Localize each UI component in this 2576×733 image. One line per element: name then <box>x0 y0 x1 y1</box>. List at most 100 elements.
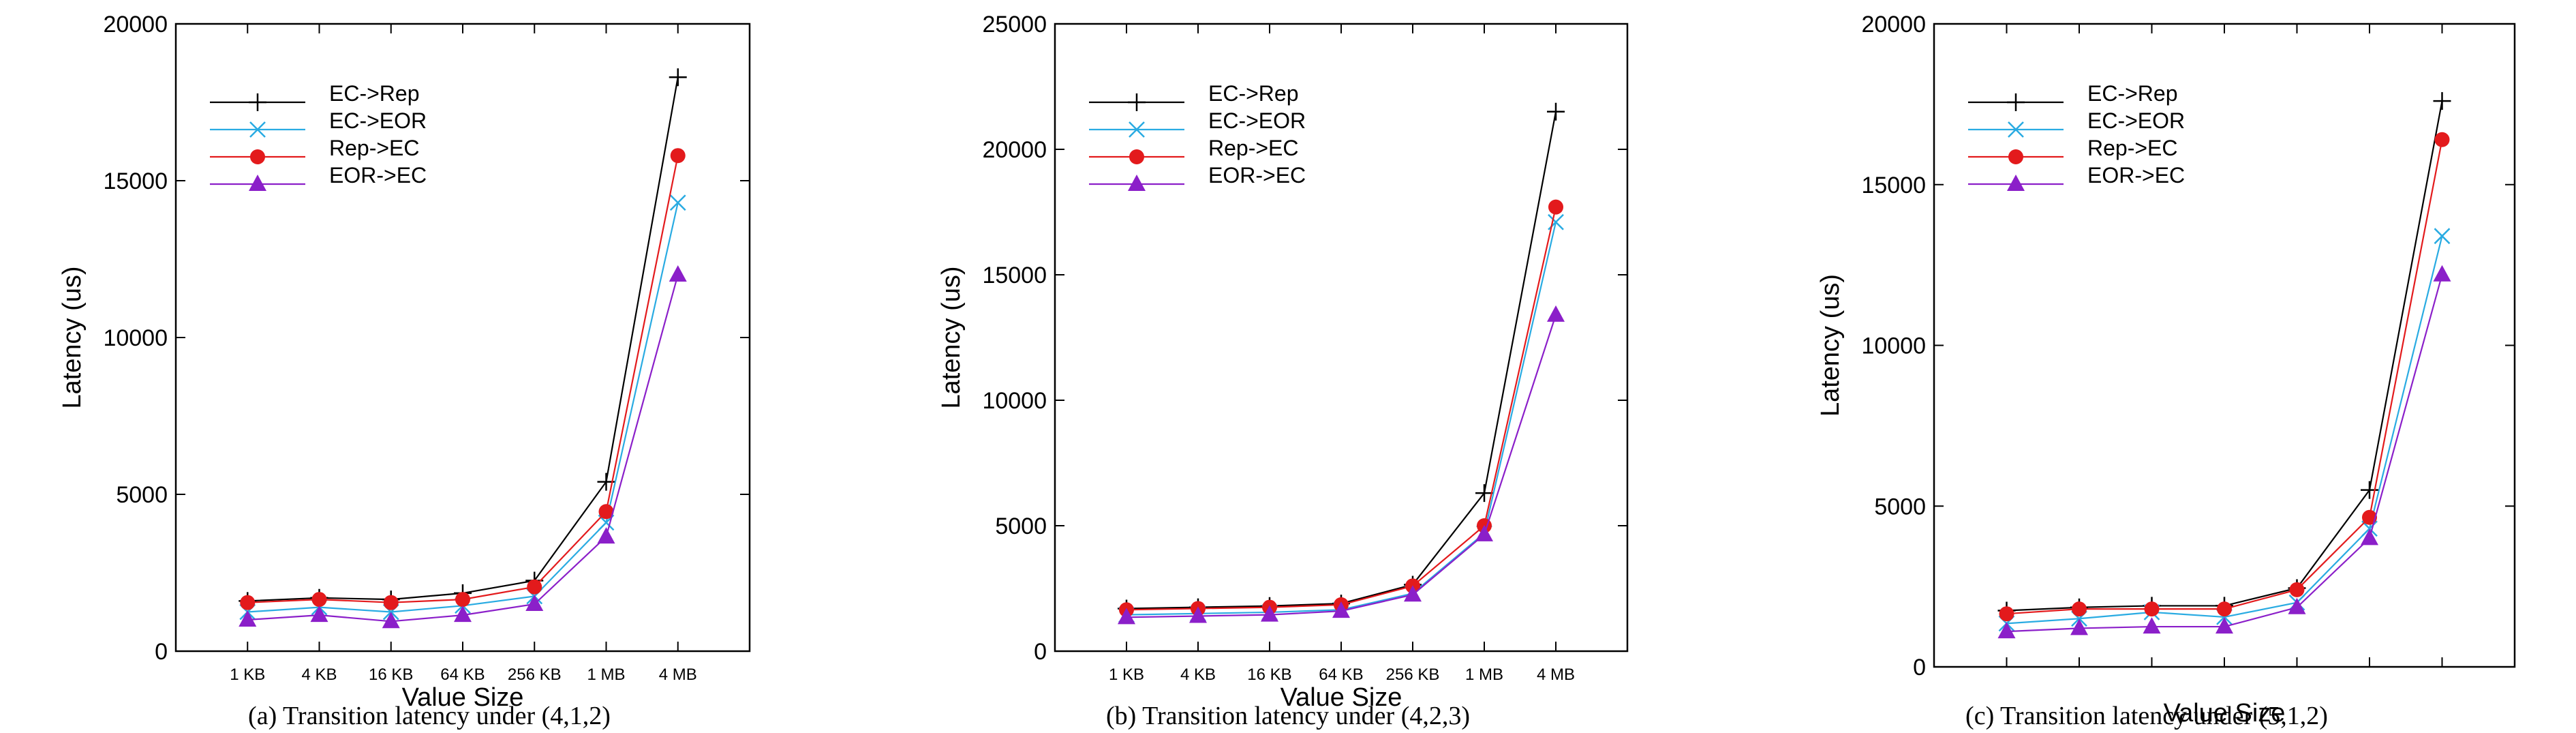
point-eor-ec-a-3 <box>454 605 472 623</box>
series-eor-ec-b <box>1118 305 1565 625</box>
y-tick-label-a-2: 10000 <box>103 325 168 351</box>
point-rep-ec-a-6 <box>670 148 686 164</box>
legend-label-ec-eor-c: EC->EOR <box>2087 108 2185 133</box>
legend-label-eor-ec-b: EOR->EC <box>1208 163 1306 188</box>
y-tick-label-b-0: 0 <box>1034 639 1047 665</box>
series-line-rep-ec-b <box>1126 207 1557 611</box>
legend-marker-eor-ec-b <box>1128 175 1146 191</box>
x-tick-label-a-0: 1 KB <box>230 665 265 684</box>
series-line-ec-eor-a <box>247 202 679 613</box>
series-line-ec-rep-c <box>2006 100 2443 612</box>
x-tick-label-b-0: 1 KB <box>1109 665 1144 684</box>
point-eor-ec-b-1 <box>1189 606 1207 623</box>
caption-b: (b) Transition latency under (4,2,3) <box>1105 702 1471 730</box>
legend-label-rep-ec-c: Rep->EC <box>2087 136 2178 160</box>
point-eor-ec-a-4 <box>525 595 544 611</box>
series-rep-ec-b <box>1119 199 1563 618</box>
point-rep-ec-a-2 <box>383 595 399 610</box>
point-rep-ec-c-0 <box>1999 606 2014 622</box>
legend-label-rep-ec-a: Rep->EC <box>329 136 420 160</box>
y-tick-label-a-1: 5000 <box>116 482 168 508</box>
point-eor-ec-a-2 <box>382 612 400 629</box>
legend-marker-rep-ec-a <box>250 149 265 164</box>
point-eor-ec-c-5 <box>2361 528 2378 545</box>
y-tick-label-b-1: 5000 <box>995 513 1047 539</box>
point-rep-ec-c-3 <box>2217 601 2232 617</box>
point-ec-eor-c-6 <box>2434 228 2451 245</box>
point-rep-ec-a-4 <box>527 579 542 595</box>
point-ec-eor-a-6 <box>669 194 686 211</box>
chart-b-svg: 0 5000 10000 15000 20000 25000 1 KB 4 KB 16 KB 64… <box>937 12 1629 712</box>
y-tick-label-c-3: 15000 <box>1861 173 1926 198</box>
point-rep-ec-c-1 <box>2072 601 2087 617</box>
y-tick-label-b-4: 20000 <box>982 137 1047 163</box>
x-axis-label-c: Value Size <box>2164 699 2286 728</box>
caption-c: (c) Transition latency under (5,1,2) <box>1965 702 2328 730</box>
y-tick-label-a-3: 15000 <box>103 168 168 194</box>
point-ec-rep-a-6 <box>669 68 687 87</box>
series-rep-ec-c <box>1999 132 2450 622</box>
y-tick-label-c-1: 5000 <box>1874 494 1926 520</box>
x-tick-label-a-1: 4 KB <box>301 665 337 684</box>
x-tick-label-a-4: 256 KB <box>508 665 562 684</box>
legend-marker-rep-ec-c <box>2008 149 2023 164</box>
point-eor-ec-c-3 <box>2215 617 2233 634</box>
x-tick-label-a-5: 1 MB <box>587 665 625 684</box>
legend-marker-eor-ec-c <box>2007 175 2025 191</box>
y-axis-label-b: Latency (us) <box>937 266 966 408</box>
point-eor-ec-c-2 <box>2143 617 2161 634</box>
point-eor-ec-b-4 <box>1404 585 1422 602</box>
point-eor-ec-c-1 <box>2070 618 2088 635</box>
y-tick-label-a-0: 0 <box>155 639 168 665</box>
point-rep-ec-a-0 <box>240 595 256 610</box>
legend-label-ec-rep-a: EC->Rep <box>329 81 420 106</box>
plot-frame-a <box>174 23 751 653</box>
point-ec-rep-b-6 <box>1547 102 1565 121</box>
y-tick-label-a-4: 20000 <box>103 12 168 38</box>
chart-c-svg: 0 5000 10000 15000 20000 Value Size Latency (u… <box>1816 12 2516 728</box>
y-tick-label-b-5: 25000 <box>982 12 1047 38</box>
legend-marker-eor-ec-a <box>249 175 266 191</box>
point-eor-ec-b-0 <box>1118 608 1135 625</box>
point-eor-ec-c-4 <box>2288 597 2306 614</box>
point-rep-ec-a-5 <box>598 504 614 520</box>
series-ec-eor-b <box>1118 213 1564 623</box>
x-tick-label-b-5: 1 MB <box>1465 665 1503 684</box>
x-tick-label-b-4: 256 KB <box>1386 665 1440 684</box>
point-rep-ec-c-2 <box>2144 601 2160 617</box>
chart-panel-a: 0 5000 10000 15000 20000 1 KB 4 KB 16 KB 64 KB 25… <box>0 0 859 733</box>
legend-marker-ec-eor-c <box>2008 121 2024 138</box>
point-eor-ec-b-2 <box>1261 605 1278 622</box>
y-tick-label-b-3: 15000 <box>982 263 1047 288</box>
point-rep-ec-a-3 <box>455 592 470 608</box>
point-rep-ec-c-5 <box>2362 509 2377 525</box>
legend-label-ec-rep-b: EC->Rep <box>1208 81 1299 106</box>
series-ec-eor-c <box>1998 228 2451 632</box>
plot-frame-b <box>1054 23 1629 653</box>
series-line-ec-rep-b <box>1126 111 1557 610</box>
point-rep-ec-b-6 <box>1548 199 1563 215</box>
point-ec-eor-c-5 <box>2361 520 2378 537</box>
legend-marker-rep-ec-b <box>1129 149 1144 164</box>
x-axis-label-a: Value Size <box>402 683 524 712</box>
point-eor-ec-b-5 <box>1475 524 1493 541</box>
legend-label-rep-ec-b: Rep->EC <box>1208 136 1299 160</box>
plot-frame-c <box>1933 23 2516 668</box>
series-line-eor-ec-b <box>1126 314 1557 618</box>
legend-marker-ec-eor-b <box>1129 121 1145 138</box>
y-axis-label-c: Latency (us) <box>1816 274 1845 417</box>
x-tick-label-a-2: 16 KB <box>369 665 413 684</box>
series-eor-ec-a <box>239 265 687 629</box>
chart-panel-c: 0 5000 10000 15000 20000 Value Size Latency (u… <box>1717 0 2576 733</box>
point-rep-ec-c-4 <box>2289 582 2305 597</box>
series-line-ec-eor-b <box>1126 222 1557 616</box>
chart-a-svg: 0 5000 10000 15000 20000 1 KB 4 KB 16 KB 64 KB 25… <box>58 12 751 712</box>
legend-marker-ec-rep-a <box>249 93 266 111</box>
point-eor-ec-a-5 <box>597 527 615 544</box>
legend-marker-ec-eor-a <box>249 121 266 138</box>
point-rep-ec-a-1 <box>311 592 327 608</box>
series-eor-ec-c <box>1997 265 2451 639</box>
legend-label-eor-ec-a: EOR->EC <box>329 163 427 188</box>
x-tick-label-a-3: 64 KB <box>440 665 485 684</box>
y-tick-label-b-2: 10000 <box>982 388 1047 414</box>
